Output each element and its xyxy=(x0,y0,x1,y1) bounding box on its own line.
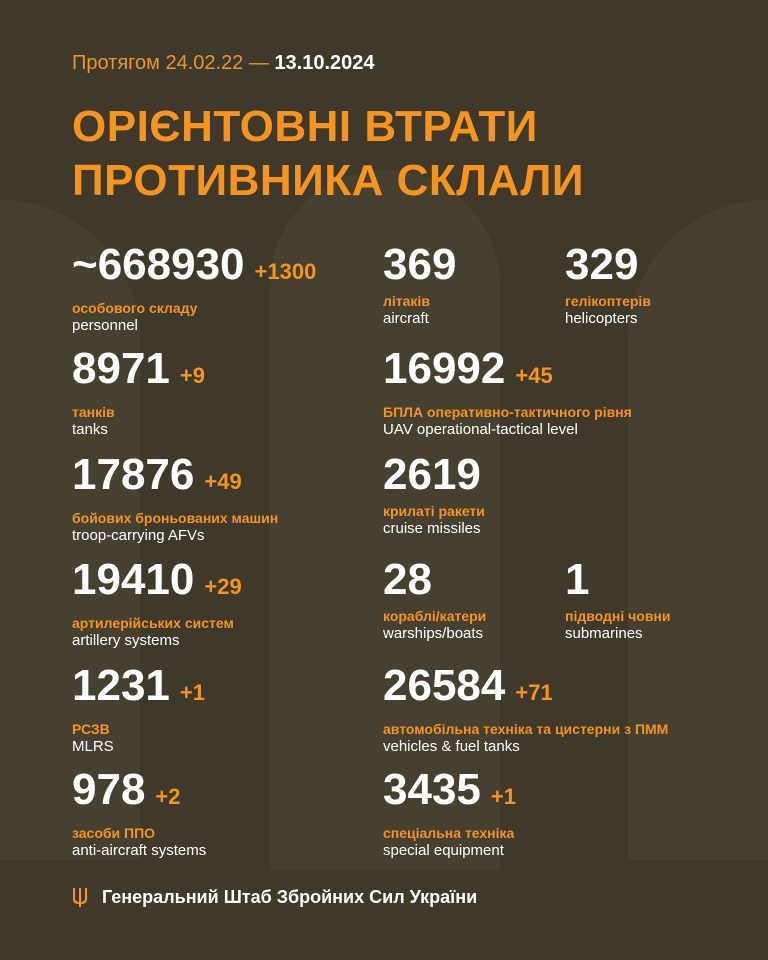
stat-label-en: aircraft xyxy=(383,310,429,327)
stat-label-ua: бойових броньованих машин xyxy=(72,510,279,526)
stat-delta: +71 xyxy=(515,680,553,705)
stat-value: 17876 +49 xyxy=(72,450,242,499)
stat-value: 8971 +9 xyxy=(72,344,205,393)
stat-delta: +1 xyxy=(179,680,205,705)
stat-item: 1 підводні човни submarines xyxy=(565,555,671,643)
stat-value: 369 xyxy=(383,240,457,289)
stat-item: 329 гелікоптерів helicopters xyxy=(565,240,651,328)
stat-delta: +1300 xyxy=(254,259,317,284)
stat-label-ua: літаків xyxy=(383,293,430,309)
stat-label-en: UAV operational-tactical level xyxy=(383,421,578,438)
stat-label-en: vehicles & fuel tanks xyxy=(383,738,520,755)
stat-label-ua: спеціальна техніка xyxy=(383,825,515,841)
stat-item: 1231 +1 РСЗВ MLRS xyxy=(72,661,205,756)
stat-label-ua: засоби ППО xyxy=(72,825,156,841)
footer-text: Генеральний Штаб Збройних Сил України xyxy=(102,886,478,907)
stat-label-ua: гелікоптерів xyxy=(565,293,651,309)
stat-item: 19410 +29 артилерійських систем artillery s… xyxy=(72,555,242,650)
stat-label-ua: особового складу xyxy=(72,300,198,316)
stat-item: 26584 +71 автомобільна техніка та цистерни… xyxy=(383,661,669,756)
stat-value: 1 xyxy=(565,555,590,604)
stat-label-ua: підводні човни xyxy=(565,608,671,624)
background-shape xyxy=(270,170,500,870)
stat-label-en: helicopters xyxy=(565,310,638,327)
stat-label-ua: танків xyxy=(72,404,115,420)
stat-label-ua: кораблі/катери xyxy=(383,608,487,624)
stat-value: 329 xyxy=(565,240,639,289)
stat-value: 3435 +1 xyxy=(383,765,516,814)
stat-label-ua: РСЗВ xyxy=(72,721,110,737)
stat-value: 1231 +1 xyxy=(72,661,205,710)
stat-value: 16992 +45 xyxy=(383,344,553,393)
stat-value: 26584 +71 xyxy=(383,661,553,710)
stat-item: 3435 +1 спеціальна техніка special equipmen… xyxy=(383,765,516,860)
stat-delta: +2 xyxy=(155,784,181,809)
stat-item: 16992 +45 БПЛА оперативно-тактичного рівня… xyxy=(383,344,632,439)
stat-label-en: personnel xyxy=(72,317,138,334)
stat-value: 2619 xyxy=(383,450,481,499)
stat-item: 2619 крилаті ракети cruise missiles xyxy=(383,450,485,538)
stat-item: 978 +2 засоби ППО anti-aircraft systems xyxy=(72,765,207,860)
stat-item: 28 кораблі/катери warships/boats xyxy=(383,555,487,643)
stat-label-en: tanks xyxy=(72,421,108,438)
stat-label-en: warships/boats xyxy=(383,625,484,642)
footer: Генеральний Штаб Збройних Сил України xyxy=(72,886,477,908)
page-title: ОРІЄНТОВНІ ВТРАТИ ПРОТИВНИКА СКЛАЛИ xyxy=(72,102,584,205)
stat-item: 369 літаків aircraft xyxy=(383,240,457,328)
stat-label-en: MLRS xyxy=(72,738,114,755)
stat-value: 28 xyxy=(383,555,432,604)
stat-label-ua: автомобільна техніка та цистерни з ПММ xyxy=(383,721,669,737)
stat-value: 19410 +29 xyxy=(72,555,242,604)
stat-label-ua: БПЛА оперативно-тактичного рівня xyxy=(383,404,632,420)
stat-delta: +49 xyxy=(204,469,242,494)
stat-item: ~668930 +1300 особового складу personnel xyxy=(72,240,317,335)
stat-label-en: submarines xyxy=(565,625,643,642)
stat-label-en: special equipment xyxy=(383,842,504,859)
stat-label-en: cruise missiles xyxy=(383,520,481,537)
stat-value: 978 +2 xyxy=(72,765,181,814)
stat-label-en: troop-carrying AFVs xyxy=(72,527,205,544)
background-shape xyxy=(628,200,768,860)
trident-icon xyxy=(73,888,87,907)
stat-delta: +9 xyxy=(179,363,205,388)
background-shape xyxy=(0,200,140,860)
period: Протягом 24.02.22 — 13.10.2024 xyxy=(72,52,375,74)
stat-delta: +1 xyxy=(490,784,516,809)
stat-label-en: anti-aircraft systems xyxy=(72,842,207,859)
stat-value: ~668930 +1300 xyxy=(72,240,317,289)
stat-label-en: artillery systems xyxy=(72,632,180,649)
stat-label-ua: артилерійських систем xyxy=(72,615,234,631)
stat-label-ua: крилаті ракети xyxy=(383,503,485,519)
stat-item: 8971 +9 танків tanks xyxy=(72,344,205,439)
stat-item: 17876 +49 бойових броньованих машин troop-c… xyxy=(72,450,279,545)
stat-delta: +29 xyxy=(204,574,242,599)
stat-delta: +45 xyxy=(515,363,553,388)
